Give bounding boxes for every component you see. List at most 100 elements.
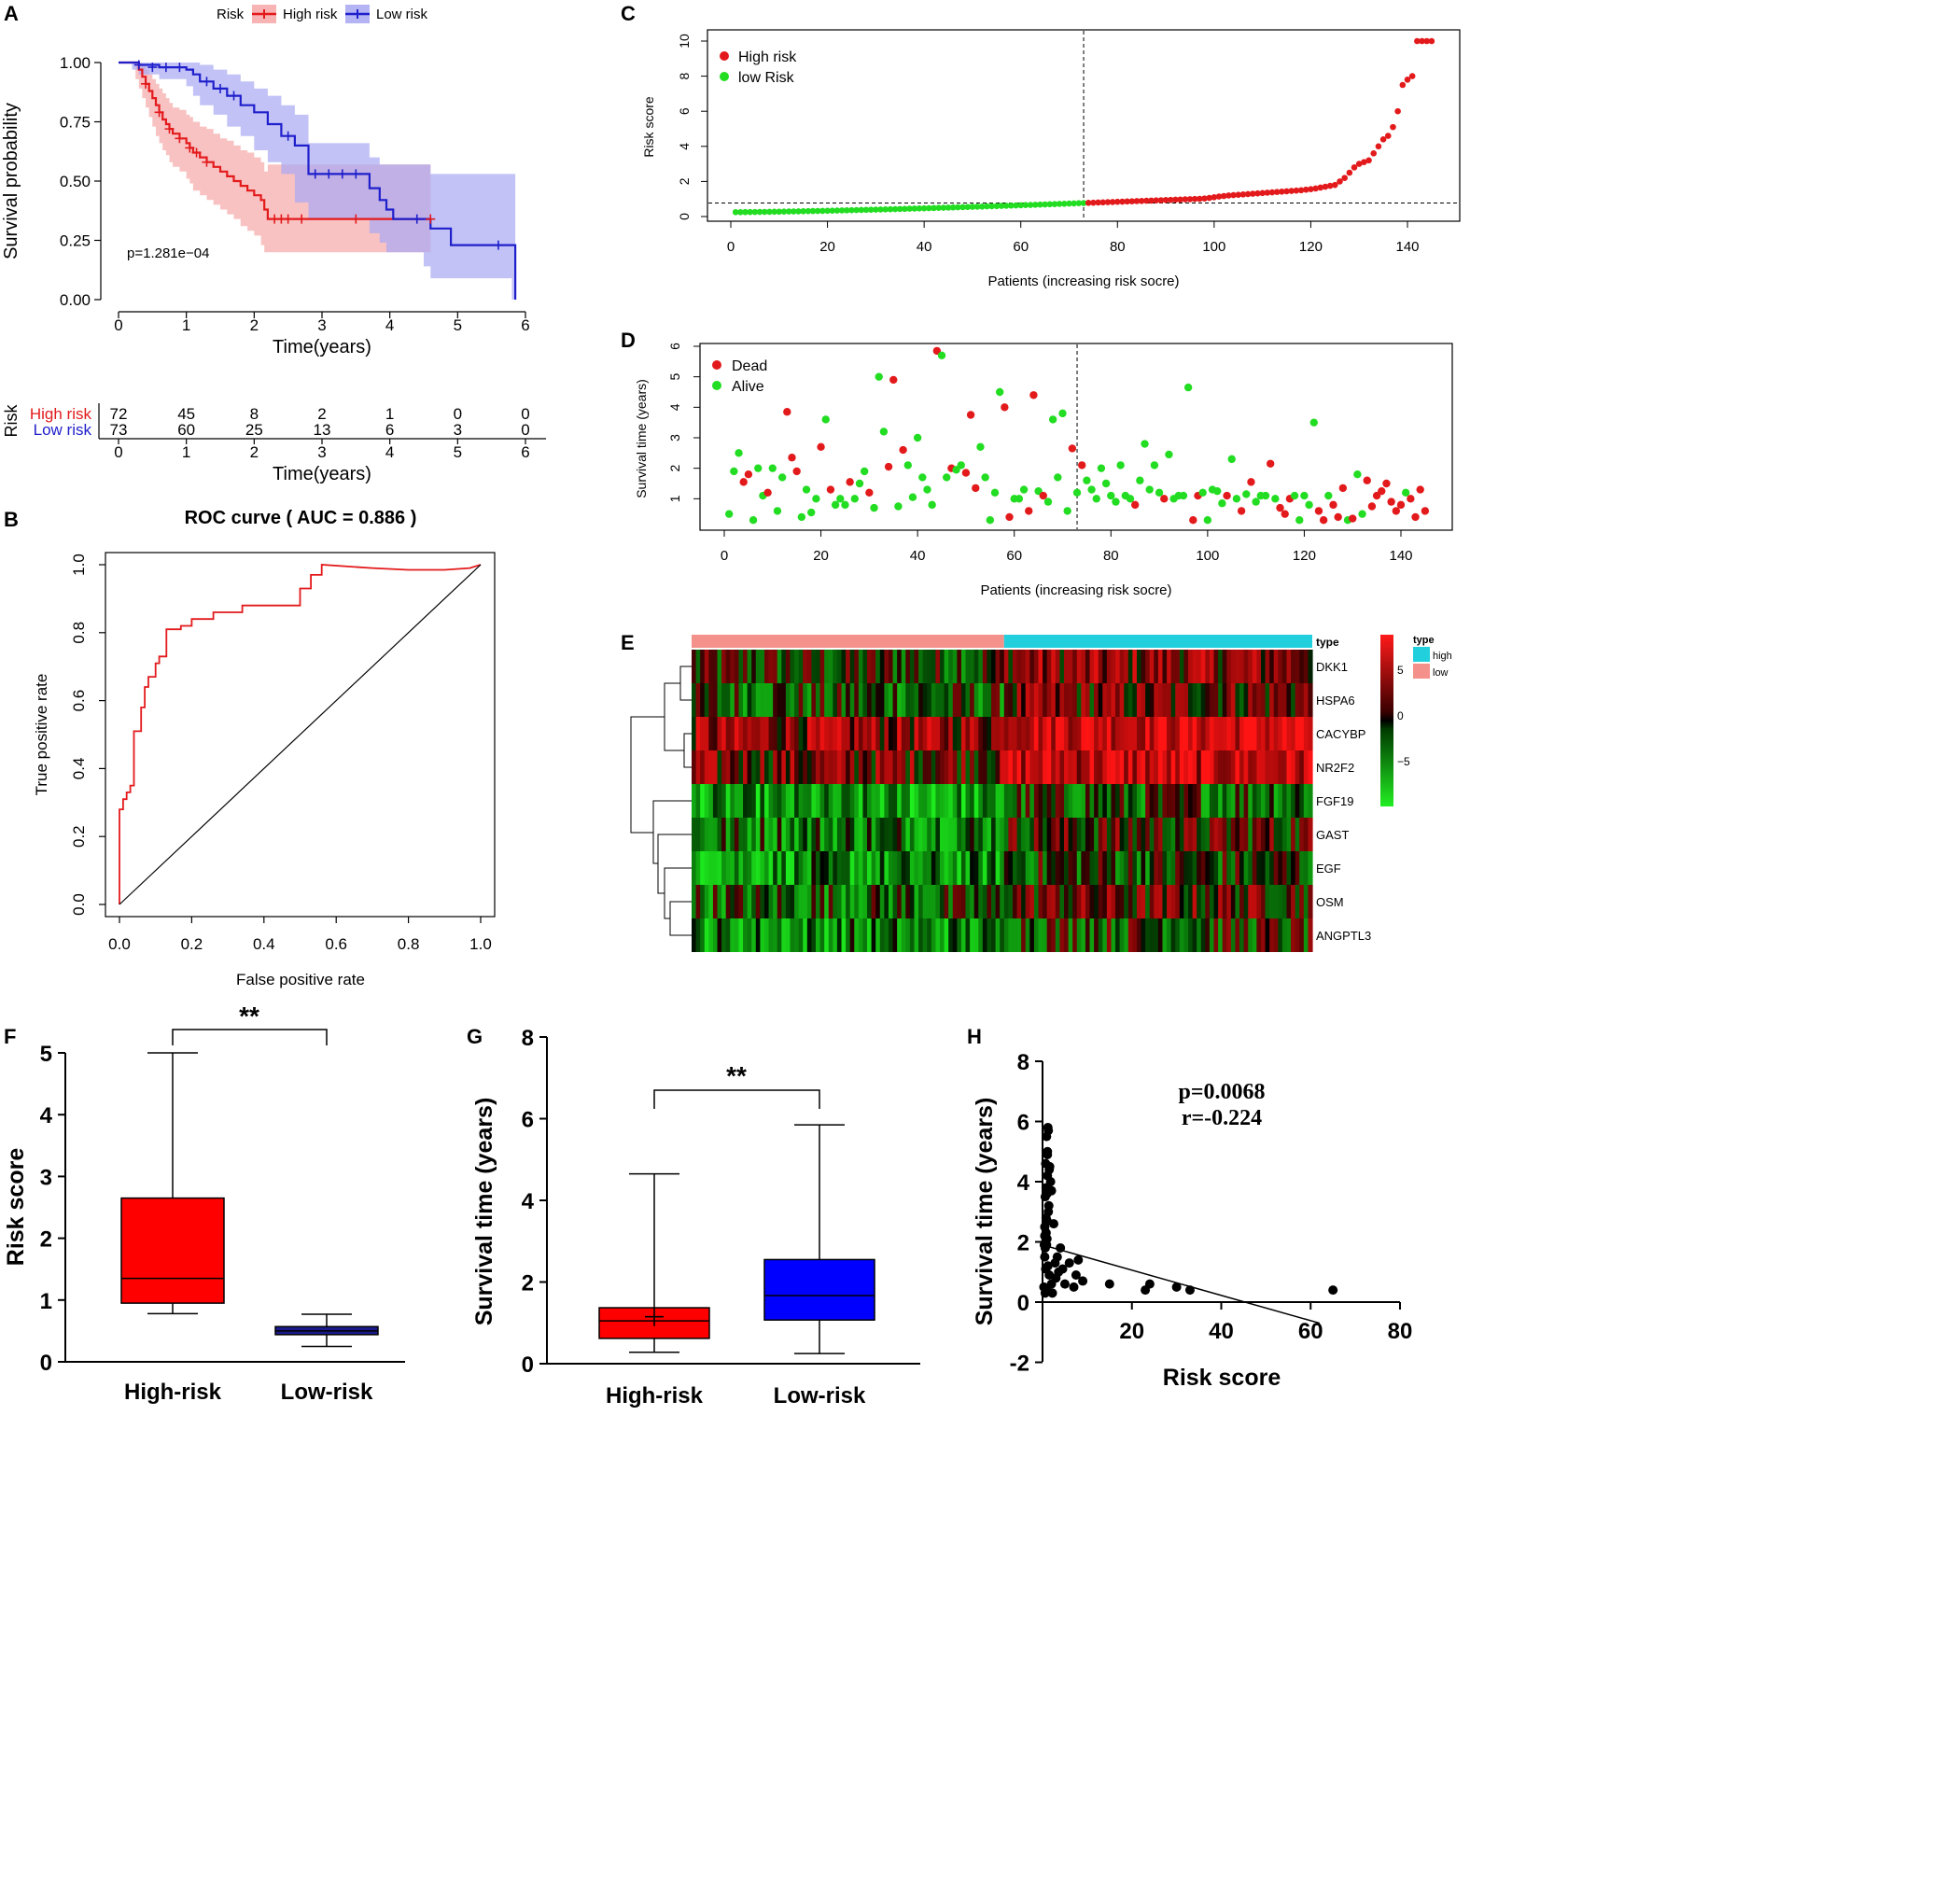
risk-table-count: 3 [454, 421, 462, 439]
heatmap-cell [768, 851, 774, 885]
risk-score-point-low [978, 203, 986, 210]
heatmap-cell [1106, 650, 1113, 683]
survival-status-point-dead [1266, 459, 1275, 468]
heatmap-cell [785, 750, 791, 784]
heatmap-cell [1167, 650, 1172, 683]
heatmap-cell [790, 851, 795, 885]
survival-status-point-dead [865, 488, 874, 497]
heatmap-cell [927, 851, 932, 885]
heatmap-cell [905, 851, 911, 885]
heatmap-cell [944, 851, 949, 885]
heatmap-cell [803, 784, 808, 818]
heatmap-cell [747, 683, 752, 717]
heatmap-cell [1243, 851, 1249, 885]
heatmap-cell [935, 750, 941, 784]
heatmap-cell [790, 784, 795, 818]
heatmap-cell [1094, 750, 1099, 784]
heatmap-cell [1124, 885, 1129, 918]
heatmap-cell [1046, 683, 1052, 717]
scatter-h-point [1040, 1231, 1050, 1241]
survival-status-point-alive [1141, 440, 1149, 448]
heatmap-cell [927, 750, 932, 784]
survival-status-point-alive [754, 464, 763, 472]
heatmap-cell [867, 717, 873, 750]
heatmap-type-legend-title: type [1413, 635, 1435, 646]
heatmap-cell [725, 818, 731, 851]
heatmap-cell [734, 818, 740, 851]
risk-score-point-high [1254, 189, 1261, 197]
heatmap-cell [1043, 918, 1048, 952]
heatmap-cell [743, 683, 749, 717]
heatmap-cell [982, 918, 988, 952]
heatmap-cell [1235, 717, 1240, 750]
heatmap-cell [940, 851, 945, 885]
heatmap-cell [1136, 650, 1142, 683]
heatmap-cell [1197, 683, 1202, 717]
scatter-h-y-tick-label: -2 [1010, 1352, 1029, 1377]
survival-status-point-alive [1015, 495, 1024, 503]
scatter-h-point [1043, 1146, 1053, 1156]
heatmap-cell [1256, 683, 1262, 717]
heatmap-cell [1179, 750, 1185, 784]
heatmap-cell [1000, 851, 1005, 885]
risk-table-count: 73 [110, 421, 128, 439]
heatmap-cell [849, 717, 855, 750]
heatmap-cell [879, 750, 885, 784]
heatmap-cell [841, 650, 847, 683]
heatmap-cell [811, 784, 817, 818]
heatmap-cell [1200, 650, 1206, 683]
heatmap-cell [1038, 650, 1043, 683]
heatmap-cell [1265, 918, 1270, 952]
heatmap-cell [1299, 818, 1305, 851]
roc-x-tick-label: 1.0 [469, 935, 492, 953]
heatmap-cell [1235, 851, 1240, 885]
heatmap-cell [1291, 750, 1296, 784]
heatmap-cell [948, 851, 954, 885]
risk-table-count: 72 [110, 405, 128, 423]
heatmap-cell [816, 750, 821, 784]
heatmap-cell [828, 683, 833, 717]
heatmap-cell [1000, 717, 1005, 750]
heatmap-cell [1188, 818, 1194, 851]
heatmap-cell [1175, 885, 1181, 918]
risk-score-x-tick-label: 140 [1395, 239, 1419, 255]
heatmap-cell [1059, 851, 1065, 885]
heatmap-cell [1205, 650, 1211, 683]
survival-status-point-dead [1160, 495, 1169, 503]
heatmap-cell [803, 683, 808, 717]
km-y-tick-label: 0.75 [60, 114, 91, 132]
heatmap-type-legend-low-label: low [1433, 667, 1449, 679]
heatmap-cell [824, 717, 830, 750]
heatmap-cell [751, 918, 757, 952]
risk-score-point-low [945, 204, 952, 211]
boxplot-g-y-axis-title: Survival time (years) [471, 1098, 497, 1326]
survival-status-point-dead [817, 442, 825, 451]
risk-score-point-high [1215, 193, 1223, 200]
heatmap-cell [1055, 818, 1061, 851]
heatmap-cell [806, 851, 813, 885]
heatmap-cell [1192, 750, 1197, 784]
heatmap-cell [1089, 918, 1095, 952]
risk-table-count: 25 [245, 421, 263, 439]
heatmap-cell [1157, 717, 1164, 750]
heatmap-cell [824, 818, 830, 851]
survival-status-point-alive [1295, 516, 1304, 525]
risk-table-count: 45 [177, 405, 195, 423]
heatmap-cell [1127, 650, 1133, 683]
heatmap-cell [816, 650, 821, 683]
heatmap-type-legend-high-label: high [1433, 651, 1452, 662]
heatmap-cell [1021, 717, 1027, 750]
risk-score-point-low [814, 207, 821, 215]
risk-score-point-high [1104, 199, 1112, 205]
heatmap-cell [973, 851, 979, 885]
heatmap-cell [1197, 918, 1202, 952]
heatmap-cell [1132, 851, 1138, 885]
scatter-h-y-tick-label: 2 [1017, 1231, 1029, 1256]
heatmap-cell [798, 750, 804, 784]
heatmap-cell [760, 650, 765, 683]
survival-status-point-alive [894, 502, 903, 511]
km-y-tick-label: 1.00 [60, 54, 91, 72]
heatmap-cell [995, 784, 1001, 818]
heatmap-cell [1218, 750, 1224, 784]
heatmap-cell [1072, 683, 1078, 717]
